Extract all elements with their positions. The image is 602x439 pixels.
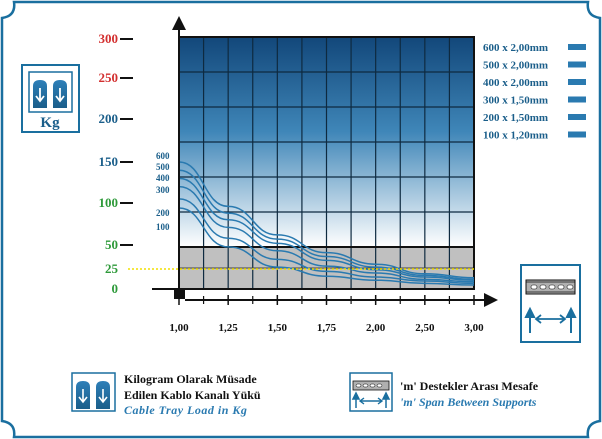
y-tick-label: 200: [99, 111, 119, 126]
x-tick-label: 2,50: [415, 322, 435, 334]
load-caption-line2: Edilen Kablo Kanalı Yükü: [124, 388, 261, 402]
legend: 600 x 2,00mm 500 x 2,00mm 400 x 2,00mm 300 …: [483, 42, 586, 142]
series-line: [178, 185, 475, 283]
legend-label: 100 x 1,20mm: [483, 130, 548, 142]
load-caption-icon: [76, 381, 110, 409]
x-axis-arrow: [484, 293, 498, 307]
series-end-label: 600: [156, 151, 170, 161]
load-caption-en: Cable Tray Load in Kg: [124, 403, 247, 417]
y-axis-label: Kg: [40, 115, 60, 131]
series-line: [178, 198, 475, 285]
legend-label: 500 x 2,00mm: [483, 60, 548, 72]
y-tick-label: 50: [105, 237, 118, 252]
y-tick-label: 25: [105, 261, 119, 276]
series-end-label: 100: [156, 222, 170, 232]
span-caption-line1: 'm' Destekler Arası Mesafe: [400, 379, 539, 393]
y-tick-label: 150: [99, 154, 119, 169]
series-line: [178, 177, 475, 281]
x-tick-label: 1,00: [169, 322, 189, 334]
y-tick-label: 100: [99, 195, 119, 210]
y-tick-label: 300: [99, 31, 119, 46]
axes: [152, 16, 498, 307]
series-line: [178, 161, 475, 279]
load-icon-panel: Kg: [21, 64, 80, 133]
series-line: [178, 207, 475, 286]
legend-swatch: [568, 44, 586, 50]
legend-swatch: [568, 131, 586, 138]
series-end-label: 500: [156, 162, 170, 172]
span-icon: [524, 279, 577, 333]
legend-swatch: [568, 114, 586, 120]
series-line: [178, 169, 475, 281]
y-tick-label: 0: [112, 281, 119, 296]
legend-label: 400 x 2,00mm: [483, 77, 548, 89]
series-end-label: 400: [156, 173, 170, 183]
x-tick-label: 2,00: [366, 322, 386, 334]
load-icon: [33, 80, 67, 108]
legend-swatch: [568, 79, 586, 85]
load-caption-line1: Kilogram Olarak Müsade: [124, 372, 257, 386]
y-tick-label: 250: [99, 70, 119, 85]
x-tick-label: 1,75: [317, 322, 337, 334]
legend-label: 200 x 1,50mm: [483, 112, 548, 124]
legend-label: 600 x 2,00mm: [483, 42, 548, 54]
plot-area: [128, 36, 475, 290]
span-caption-en: 'm' Span Between Supports: [400, 395, 537, 409]
origin-square: [174, 288, 185, 299]
series-end-label: 200: [156, 208, 170, 218]
span-caption: 'm' Destekler Arası Mesafe 'm' Span Betw…: [349, 372, 539, 412]
y-axis-arrow: [172, 16, 186, 30]
legend-label: 300 x 1,50mm: [483, 95, 548, 107]
x-ticks: 1,00 1,25 1,50 1,75 2,00 2,50 3,00: [169, 295, 484, 334]
x-tick-label: 1,25: [219, 322, 239, 334]
span-icon-panel: [520, 264, 581, 343]
series-lines: [178, 161, 475, 286]
load-caption: Kilogram Olarak Müsade Edilen Kablo Kana…: [71, 372, 261, 417]
x-tick-label: 3,00: [464, 322, 484, 334]
series-end-label: 300: [156, 185, 170, 195]
legend-swatch: [568, 96, 586, 103]
legend-swatch: [568, 61, 586, 68]
x-tick-label: 1,50: [268, 322, 288, 334]
span-caption-icon: [351, 380, 391, 408]
